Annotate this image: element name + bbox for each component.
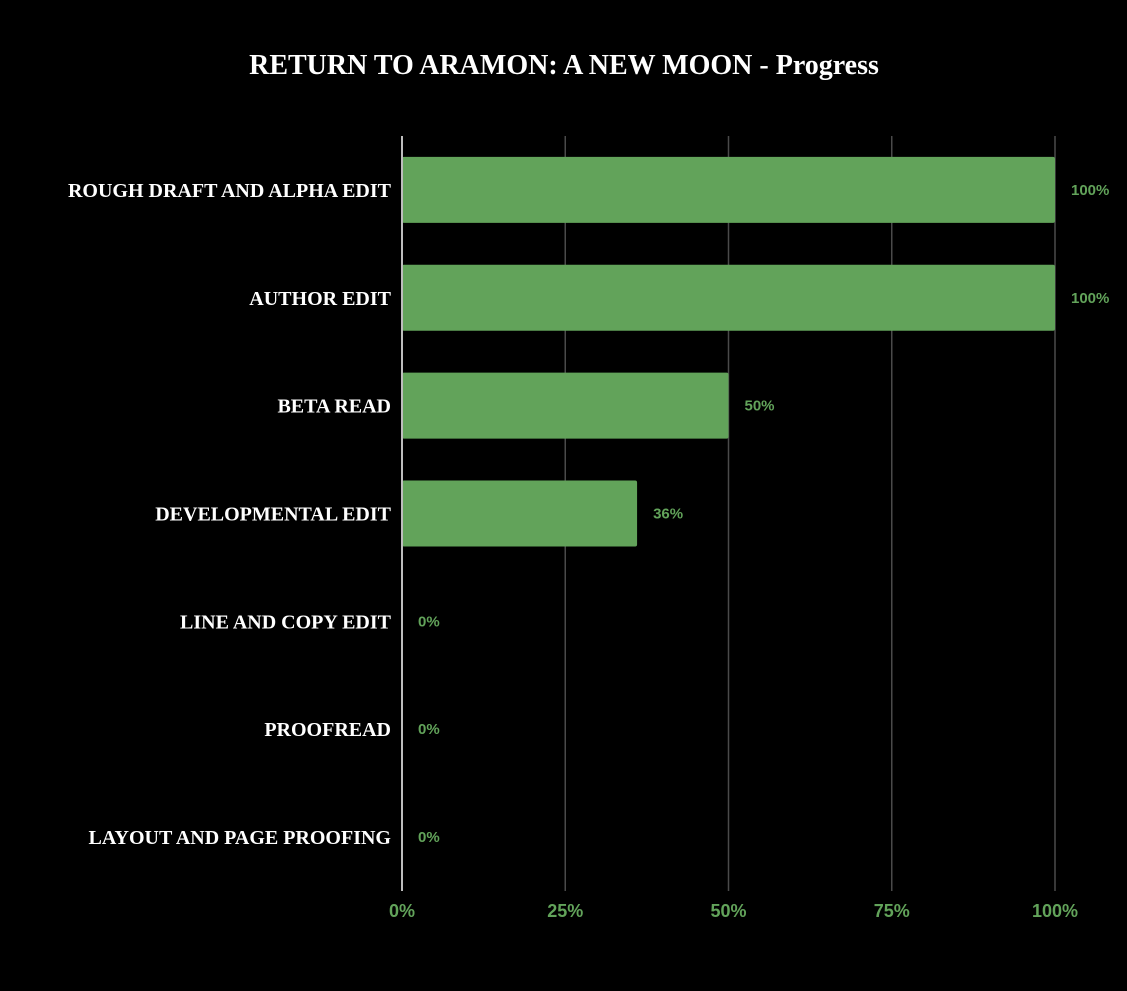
x-tick-label: 75% bbox=[874, 901, 910, 921]
category-label: ROUGH DRAFT AND ALPHA EDIT bbox=[68, 180, 392, 202]
chart-title: RETURN TO ARAMON: A NEW MOON - Progress bbox=[249, 50, 879, 81]
value-label: 0% bbox=[418, 613, 440, 630]
bar bbox=[402, 156, 1055, 223]
bar bbox=[402, 264, 1055, 331]
value-label: 0% bbox=[418, 829, 440, 846]
category-label: PROOFREAD bbox=[264, 719, 391, 741]
category-label: DEVELOPMENTAL EDIT bbox=[155, 504, 391, 526]
value-labels: 100% 100% 50% 36% 0% 0% 0% bbox=[418, 182, 1109, 846]
x-tick-label: 50% bbox=[710, 901, 746, 921]
x-tick-label: 25% bbox=[547, 901, 583, 921]
value-label: 36% bbox=[653, 506, 683, 523]
value-label: 0% bbox=[418, 721, 440, 738]
value-label: 50% bbox=[745, 398, 775, 415]
grid-lines bbox=[564, 136, 1056, 891]
x-tick-label: 0% bbox=[389, 901, 415, 921]
category-label: LINE AND COPY EDIT bbox=[180, 611, 392, 633]
bar bbox=[402, 480, 638, 547]
x-tick-labels: 0% 25% 50% 75% 100% bbox=[389, 901, 1078, 921]
value-label: 100% bbox=[1071, 290, 1109, 307]
x-tick-label: 100% bbox=[1032, 901, 1078, 921]
bar bbox=[402, 372, 729, 439]
category-labels: ROUGH DRAFT AND ALPHA EDIT AUTHOR EDIT BET… bbox=[68, 180, 392, 849]
bars bbox=[402, 156, 1055, 547]
category-label: AUTHOR EDIT bbox=[249, 288, 391, 310]
category-label: BETA READ bbox=[277, 396, 391, 418]
value-label: 100% bbox=[1071, 182, 1109, 199]
category-label: LAYOUT AND PAGE PROOFING bbox=[89, 827, 392, 849]
